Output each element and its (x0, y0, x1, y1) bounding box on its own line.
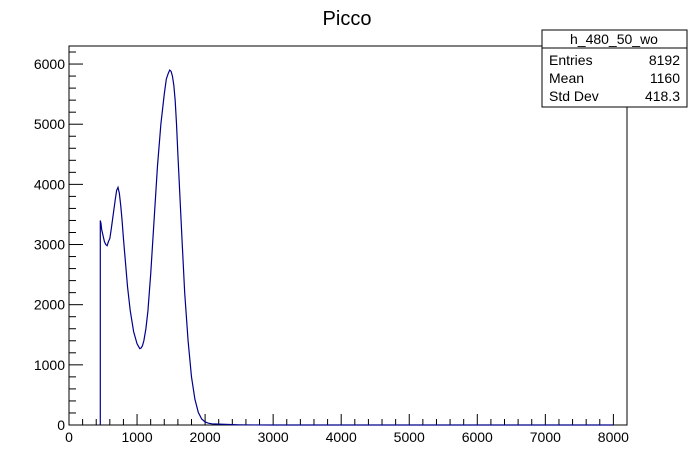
y-tick-label: 2000 (34, 297, 65, 313)
x-tick-label: 5000 (394, 429, 425, 445)
x-tick-label: 1000 (121, 429, 152, 445)
x-tick-label: 6000 (462, 429, 493, 445)
stats-mean-value: 1160 (650, 70, 680, 86)
stats-entries-value: 8192 (649, 52, 680, 68)
stats-stddev-value: 418.3 (645, 88, 680, 104)
x-tick-label: 2000 (190, 429, 221, 445)
stats-mean-label: Mean (549, 70, 584, 86)
stats-box: h_480_50_wo Entries 8192 Mean 1160 Std D… (541, 29, 688, 108)
histogram-series-line (99, 69, 614, 426)
y-axis: 0 1000 2000 3000 4000 5000 6000 (34, 51, 83, 433)
y-tick-label: 5000 (34, 116, 65, 132)
y-tick-label: 4000 (34, 176, 65, 192)
y-tick-label: 3000 (34, 237, 65, 253)
x-tick-label: 4000 (326, 429, 357, 445)
y-tick-label: 1000 (34, 357, 65, 373)
x-tick-label: 7000 (530, 429, 561, 445)
stats-entries-label: Entries (549, 52, 593, 68)
stats-box-frame (541, 29, 688, 108)
stats-box-name: h_480_50_wo (570, 31, 658, 47)
x-tick-label: 3000 (258, 429, 289, 445)
x-tick-label: 8000 (598, 429, 629, 445)
chart-title: Picco (323, 8, 372, 30)
y-tick-label: 0 (57, 417, 65, 433)
x-tick-label: 0 (65, 429, 73, 445)
stats-stddev-label: Std Dev (549, 88, 599, 104)
x-axis: 0 1000 2000 3000 4000 5000 6000 7000 8000 (65, 414, 629, 445)
y-tick-label: 6000 (34, 56, 65, 72)
